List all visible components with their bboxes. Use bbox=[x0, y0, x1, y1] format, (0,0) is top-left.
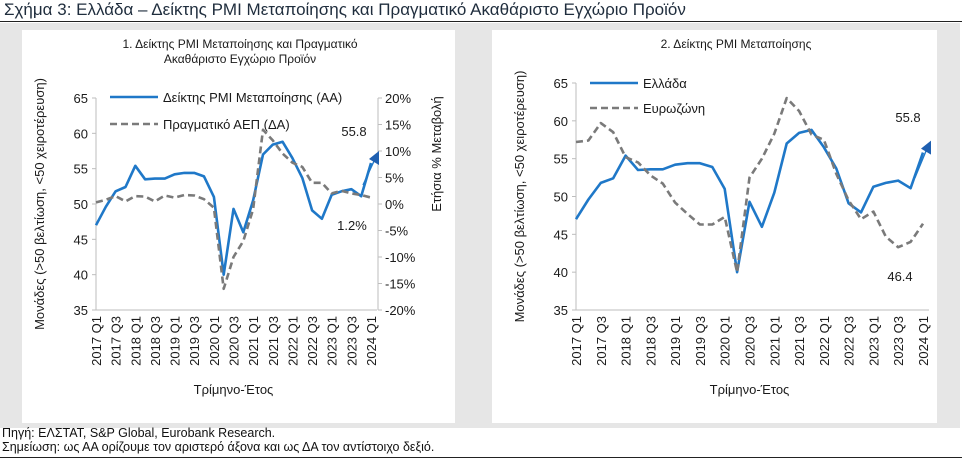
y-tick-label: 65 bbox=[554, 76, 568, 91]
y2-tick-label: 15% bbox=[385, 118, 411, 133]
trend-arrow-shaft bbox=[362, 158, 376, 186]
x-tick-label: 2020 Q1 bbox=[207, 316, 222, 366]
y-tick-label: 50 bbox=[74, 197, 88, 212]
chart-title-line: 1. Δείκτης PMI Μεταποίησης και Πραγματικ… bbox=[122, 37, 357, 51]
y2-tick-label: 10% bbox=[385, 144, 411, 159]
legend-label: Πραγματικό ΑΕΠ (ΔΑ) bbox=[163, 117, 290, 132]
x-tick-label: 2022 Q1 bbox=[817, 316, 832, 366]
trend-arrow-head bbox=[369, 151, 379, 166]
y-tick-label: 40 bbox=[554, 265, 568, 280]
x-tick-label: 2017 Q3 bbox=[109, 316, 124, 366]
data-label: 55.8 bbox=[341, 124, 366, 139]
y-tick-label: 60 bbox=[74, 126, 88, 141]
legend-label: Ευρωζώνη bbox=[643, 101, 705, 116]
chart-1-svg: 1. Δείκτης PMI Μεταποίησης και Πραγματικ… bbox=[32, 37, 444, 397]
title-divider bbox=[0, 21, 962, 22]
y-axis-title: Μονάδες (>50 βελτίωση, <50 χειροτέρευση) bbox=[512, 71, 527, 323]
x-tick-label: 2019 Q1 bbox=[168, 316, 183, 366]
x-tick-label: 2021 Q3 bbox=[266, 316, 281, 366]
chart-2-svg: 2. Δείκτης PMI Μεταποίησης 65 60 55 50 45 40 35… bbox=[512, 37, 931, 397]
x-tick-label: 2024 Q1 bbox=[364, 316, 379, 366]
series-line-solid bbox=[94, 140, 373, 276]
y2-tick-label: -5% bbox=[385, 224, 409, 239]
x-tick-label: 2017 Q1 bbox=[89, 316, 104, 366]
y2-tick-label: -20% bbox=[385, 303, 416, 318]
y-tick-label: 40 bbox=[74, 268, 88, 283]
bottom-divider bbox=[0, 457, 962, 458]
y2-tick-label: -10% bbox=[385, 250, 416, 265]
x-axis-title: Τρίμηνο-Έτος bbox=[710, 382, 790, 397]
y-tick-label: 35 bbox=[74, 303, 88, 318]
x-tick-label: 2023 Q1 bbox=[866, 316, 881, 366]
data-label: 1.2% bbox=[337, 218, 367, 233]
y-tick-label: 55 bbox=[74, 162, 88, 177]
data-label: 46.4 bbox=[887, 269, 912, 284]
y2-axis-title: Ετήσια % Μεταβολή bbox=[429, 96, 444, 212]
x-tick-label: 2023 Q1 bbox=[325, 316, 340, 366]
data-label: 55.8 bbox=[895, 110, 920, 125]
legend-label: Ελλάδα bbox=[643, 76, 687, 91]
x-tick-label: 2018 Q1 bbox=[128, 316, 143, 366]
x-tick-label: 2018 Q3 bbox=[643, 316, 658, 366]
x-tick-label: 2021 Q1 bbox=[246, 316, 261, 366]
legend-label: Δείκτης PMI Μεταποίησης (ΑΑ) bbox=[163, 90, 342, 105]
chart-title-line: Ακαθάριστο Εγχώριο Προϊόν bbox=[164, 52, 316, 66]
chart-title-line: 2. Δείκτης PMI Μεταποίησης bbox=[661, 37, 812, 51]
y2-tick-label: 0% bbox=[385, 197, 404, 212]
y-tick-label: 55 bbox=[554, 152, 568, 167]
x-tick-label: 2023 Q3 bbox=[891, 316, 906, 366]
x-tick-label: 2020 Q1 bbox=[718, 316, 733, 366]
figure-title: Σχήμα 3: Ελλάδα – Δείκτης PMI Μεταποίηση… bbox=[4, 0, 686, 19]
y-tick-label: 60 bbox=[554, 114, 568, 129]
series-line-dashed bbox=[575, 96, 925, 274]
x-tick-label: 2019 Q3 bbox=[187, 316, 202, 366]
y2-tick-label: 5% bbox=[385, 171, 404, 186]
x-tick-label: 2022 Q1 bbox=[285, 316, 300, 366]
y2-tick-label: 20% bbox=[385, 91, 411, 106]
chart-panel-1: 1. Δείκτης PMI Μεταποίησης και Πραγματικ… bbox=[22, 30, 455, 423]
trend-arrow-shaft bbox=[914, 148, 928, 178]
y-tick-label: 50 bbox=[554, 190, 568, 205]
x-tick-label: 2020 Q3 bbox=[227, 316, 242, 366]
x-tick-label: 2017 Q3 bbox=[594, 316, 609, 366]
series-line-solid bbox=[574, 128, 925, 274]
x-tick-label: 2022 Q3 bbox=[305, 316, 320, 366]
y-tick-label: 35 bbox=[554, 303, 568, 318]
y-tick-label: 65 bbox=[74, 91, 88, 106]
x-tick-label: 2019 Q1 bbox=[668, 316, 683, 366]
chart-panel-2: 2. Δείκτης PMI Μεταποίησης 65 60 55 50 45 40 35… bbox=[492, 30, 937, 423]
y2-tick-label: -15% bbox=[385, 277, 416, 292]
x-tick-label: 2019 Q3 bbox=[693, 316, 708, 366]
x-tick-label: 2024 Q1 bbox=[916, 316, 931, 366]
x-tick-label: 2022 Q3 bbox=[842, 316, 857, 366]
x-tick-label: 2017 Q1 bbox=[569, 316, 584, 366]
x-tick-label: 2021 Q1 bbox=[767, 316, 782, 366]
series-line-dashed bbox=[95, 128, 372, 291]
x-tick-label: 2018 Q1 bbox=[619, 316, 634, 366]
x-tick-label: 2021 Q3 bbox=[792, 316, 807, 366]
x-tick-label: 2023 Q3 bbox=[344, 316, 359, 366]
y-axis-title: Μονάδες (>50 βελτίωση, <50 χειροτέρευση) bbox=[32, 78, 47, 330]
y-tick-label: 45 bbox=[554, 227, 568, 242]
footnote: Σημείωση: ως ΑΑ ορίζουμε τον αριστερό άξ… bbox=[2, 440, 435, 454]
x-tick-label: 2018 Q3 bbox=[148, 316, 163, 366]
x-tick-label: 2020 Q3 bbox=[743, 316, 758, 366]
x-axis-title: Τρίμηνο-Έτος bbox=[194, 382, 274, 397]
trend-arrow-head bbox=[921, 140, 931, 155]
source-note: Πηγή: ΕΛΣΤΑΤ, S&P Global, Eurobank Resea… bbox=[2, 426, 276, 440]
y-tick-label: 45 bbox=[74, 232, 88, 247]
